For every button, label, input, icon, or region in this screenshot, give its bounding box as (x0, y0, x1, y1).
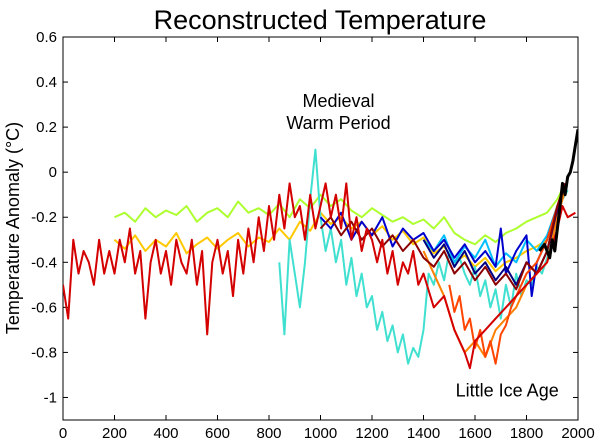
series-line-8 (319, 183, 567, 291)
x-tick-label: 1200 (355, 425, 388, 442)
y-tick-label: -1 (44, 389, 57, 406)
x-tick-label: 0 (59, 425, 67, 442)
y-tick-label: -0.2 (31, 209, 57, 226)
series-lines (63, 129, 578, 370)
annotation-line: Warm Period (286, 113, 390, 133)
y-tick-label: 0.6 (36, 29, 57, 46)
x-tick-label: 2000 (561, 425, 594, 442)
annotation-0: Medieval Warm Period (286, 91, 390, 133)
y-tick-label: 0.2 (36, 119, 57, 136)
y-tick-label: -0.6 (31, 299, 57, 316)
y-tick-label: 0.4 (36, 74, 57, 91)
annotation-line: Medieval (303, 91, 375, 111)
series-line-9 (63, 182, 576, 370)
x-tick-label: 1600 (458, 425, 491, 442)
y-axis-label: Temperature Anomaly (°C) (3, 122, 23, 334)
x-tick-label: 1800 (510, 425, 543, 442)
series-line-4 (319, 183, 567, 298)
y-tick-label: 0 (49, 164, 57, 181)
x-tick-label: 400 (153, 425, 178, 442)
x-tick-label: 1400 (407, 425, 440, 442)
x-axis: 0 200 400 600 800 1000 1200 1400 1600 1800 2000 (59, 37, 595, 442)
annotation-1: Little Ice Age (456, 380, 559, 400)
series-line-7 (448, 183, 567, 365)
series-line-0 (114, 182, 566, 246)
y-axis: -1 -0.8 -0.6 -0.4 -0.2 0 0.2 0.4 0.6 (31, 29, 578, 406)
series-line-10 (538, 129, 578, 260)
chart-title: Reconstructed Temperature (154, 5, 487, 35)
annotation-line: Little Ice Age (456, 380, 559, 400)
y-tick-label: -0.4 (31, 254, 57, 271)
x-tick-label: 600 (205, 425, 230, 442)
x-tick-label: 1000 (304, 425, 337, 442)
x-tick-label: 200 (102, 425, 127, 442)
annotations: Medieval Warm Period Little Ice Age (286, 91, 558, 401)
x-tick-label: 800 (256, 425, 281, 442)
y-tick-label: -0.8 (31, 344, 57, 361)
